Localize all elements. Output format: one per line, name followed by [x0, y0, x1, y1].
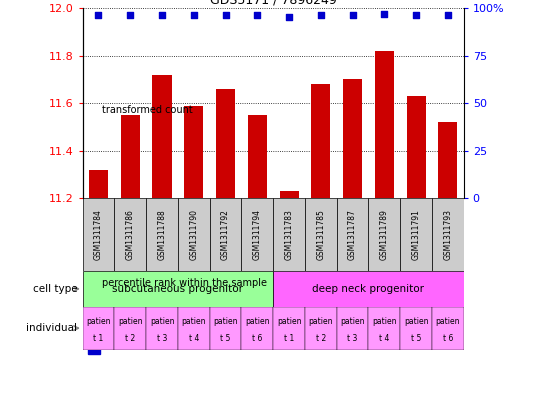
Point: [285, 14, 293, 20]
Text: t 5: t 5: [220, 334, 231, 343]
Text: patien: patien: [372, 317, 397, 326]
Text: GSM1311789: GSM1311789: [380, 209, 389, 260]
Bar: [241, 198, 273, 271]
Text: deep neck progenitor: deep neck progenitor: [312, 284, 424, 294]
Bar: [375, 51, 394, 198]
Bar: [120, 115, 140, 198]
Point: [158, 12, 166, 18]
Bar: [83, 271, 273, 307]
Text: t 4: t 4: [379, 334, 390, 343]
Bar: [337, 307, 368, 350]
Bar: [400, 198, 432, 271]
Text: GSM1311793: GSM1311793: [443, 209, 453, 260]
Bar: [400, 307, 432, 350]
Point: [253, 12, 262, 18]
Point: [317, 12, 325, 18]
Text: GSM1311788: GSM1311788: [158, 209, 166, 260]
Bar: [146, 198, 178, 271]
Bar: [368, 198, 400, 271]
Text: t 3: t 3: [348, 334, 358, 343]
Text: patien: patien: [309, 317, 333, 326]
Text: GSM1311784: GSM1311784: [94, 209, 103, 260]
Text: patien: patien: [150, 317, 174, 326]
Bar: [146, 307, 178, 350]
Point: [221, 12, 230, 18]
Bar: [279, 191, 298, 198]
Text: patien: patien: [245, 317, 270, 326]
Text: patien: patien: [340, 317, 365, 326]
Text: patien: patien: [86, 317, 111, 326]
Bar: [273, 307, 305, 350]
Text: t 6: t 6: [442, 334, 453, 343]
Bar: [209, 198, 241, 271]
Text: patien: patien: [213, 317, 238, 326]
Bar: [89, 170, 108, 198]
Text: GSM1311790: GSM1311790: [189, 209, 198, 260]
Text: patien: patien: [435, 317, 460, 326]
Text: cell type: cell type: [33, 284, 77, 294]
Bar: [432, 198, 464, 271]
Bar: [407, 96, 425, 198]
Bar: [305, 198, 337, 271]
Bar: [115, 198, 146, 271]
Text: patien: patien: [277, 317, 301, 326]
Bar: [438, 122, 457, 198]
Text: t 6: t 6: [252, 334, 262, 343]
Text: t 5: t 5: [411, 334, 421, 343]
Bar: [115, 307, 146, 350]
Bar: [83, 307, 115, 350]
Point: [190, 12, 198, 18]
Text: patien: patien: [118, 317, 142, 326]
Bar: [184, 106, 203, 198]
Bar: [178, 198, 209, 271]
Text: transformed count: transformed count: [102, 105, 193, 115]
Point: [348, 12, 357, 18]
Text: GSM1311787: GSM1311787: [348, 209, 357, 260]
Bar: [273, 198, 305, 271]
Text: individual: individual: [26, 323, 77, 333]
Text: GSM1311786: GSM1311786: [126, 209, 135, 260]
Text: t 2: t 2: [316, 334, 326, 343]
Title: GDS5171 / 7896249: GDS5171 / 7896249: [210, 0, 336, 7]
Text: GSM1311783: GSM1311783: [285, 209, 294, 260]
Bar: [209, 307, 241, 350]
Bar: [432, 307, 464, 350]
Bar: [83, 198, 115, 271]
Point: [412, 12, 421, 18]
Bar: [311, 84, 330, 198]
Bar: [368, 307, 400, 350]
Text: patien: patien: [404, 317, 429, 326]
Text: t 1: t 1: [284, 334, 294, 343]
Bar: [241, 307, 273, 350]
Text: percentile rank within the sample: percentile rank within the sample: [102, 278, 268, 288]
Text: GSM1311791: GSM1311791: [411, 209, 421, 260]
Text: GSM1311792: GSM1311792: [221, 209, 230, 260]
Point: [126, 12, 134, 18]
Bar: [178, 307, 209, 350]
Bar: [305, 307, 337, 350]
Text: patien: patien: [182, 317, 206, 326]
Text: GSM1311794: GSM1311794: [253, 209, 262, 260]
Bar: [273, 271, 464, 307]
Bar: [248, 115, 267, 198]
Text: GSM1311785: GSM1311785: [316, 209, 325, 260]
Text: t 2: t 2: [125, 334, 135, 343]
Bar: [337, 198, 368, 271]
Point: [443, 12, 452, 18]
Point: [380, 11, 389, 17]
Bar: [88, 216, 100, 354]
Bar: [343, 79, 362, 198]
Text: t 1: t 1: [93, 334, 103, 343]
Point: [94, 12, 103, 18]
Text: t 4: t 4: [189, 334, 199, 343]
Bar: [88, 39, 100, 177]
Text: subcutaneous progenitor: subcutaneous progenitor: [112, 284, 244, 294]
Bar: [216, 89, 235, 198]
Bar: [152, 75, 172, 198]
Text: t 3: t 3: [157, 334, 167, 343]
